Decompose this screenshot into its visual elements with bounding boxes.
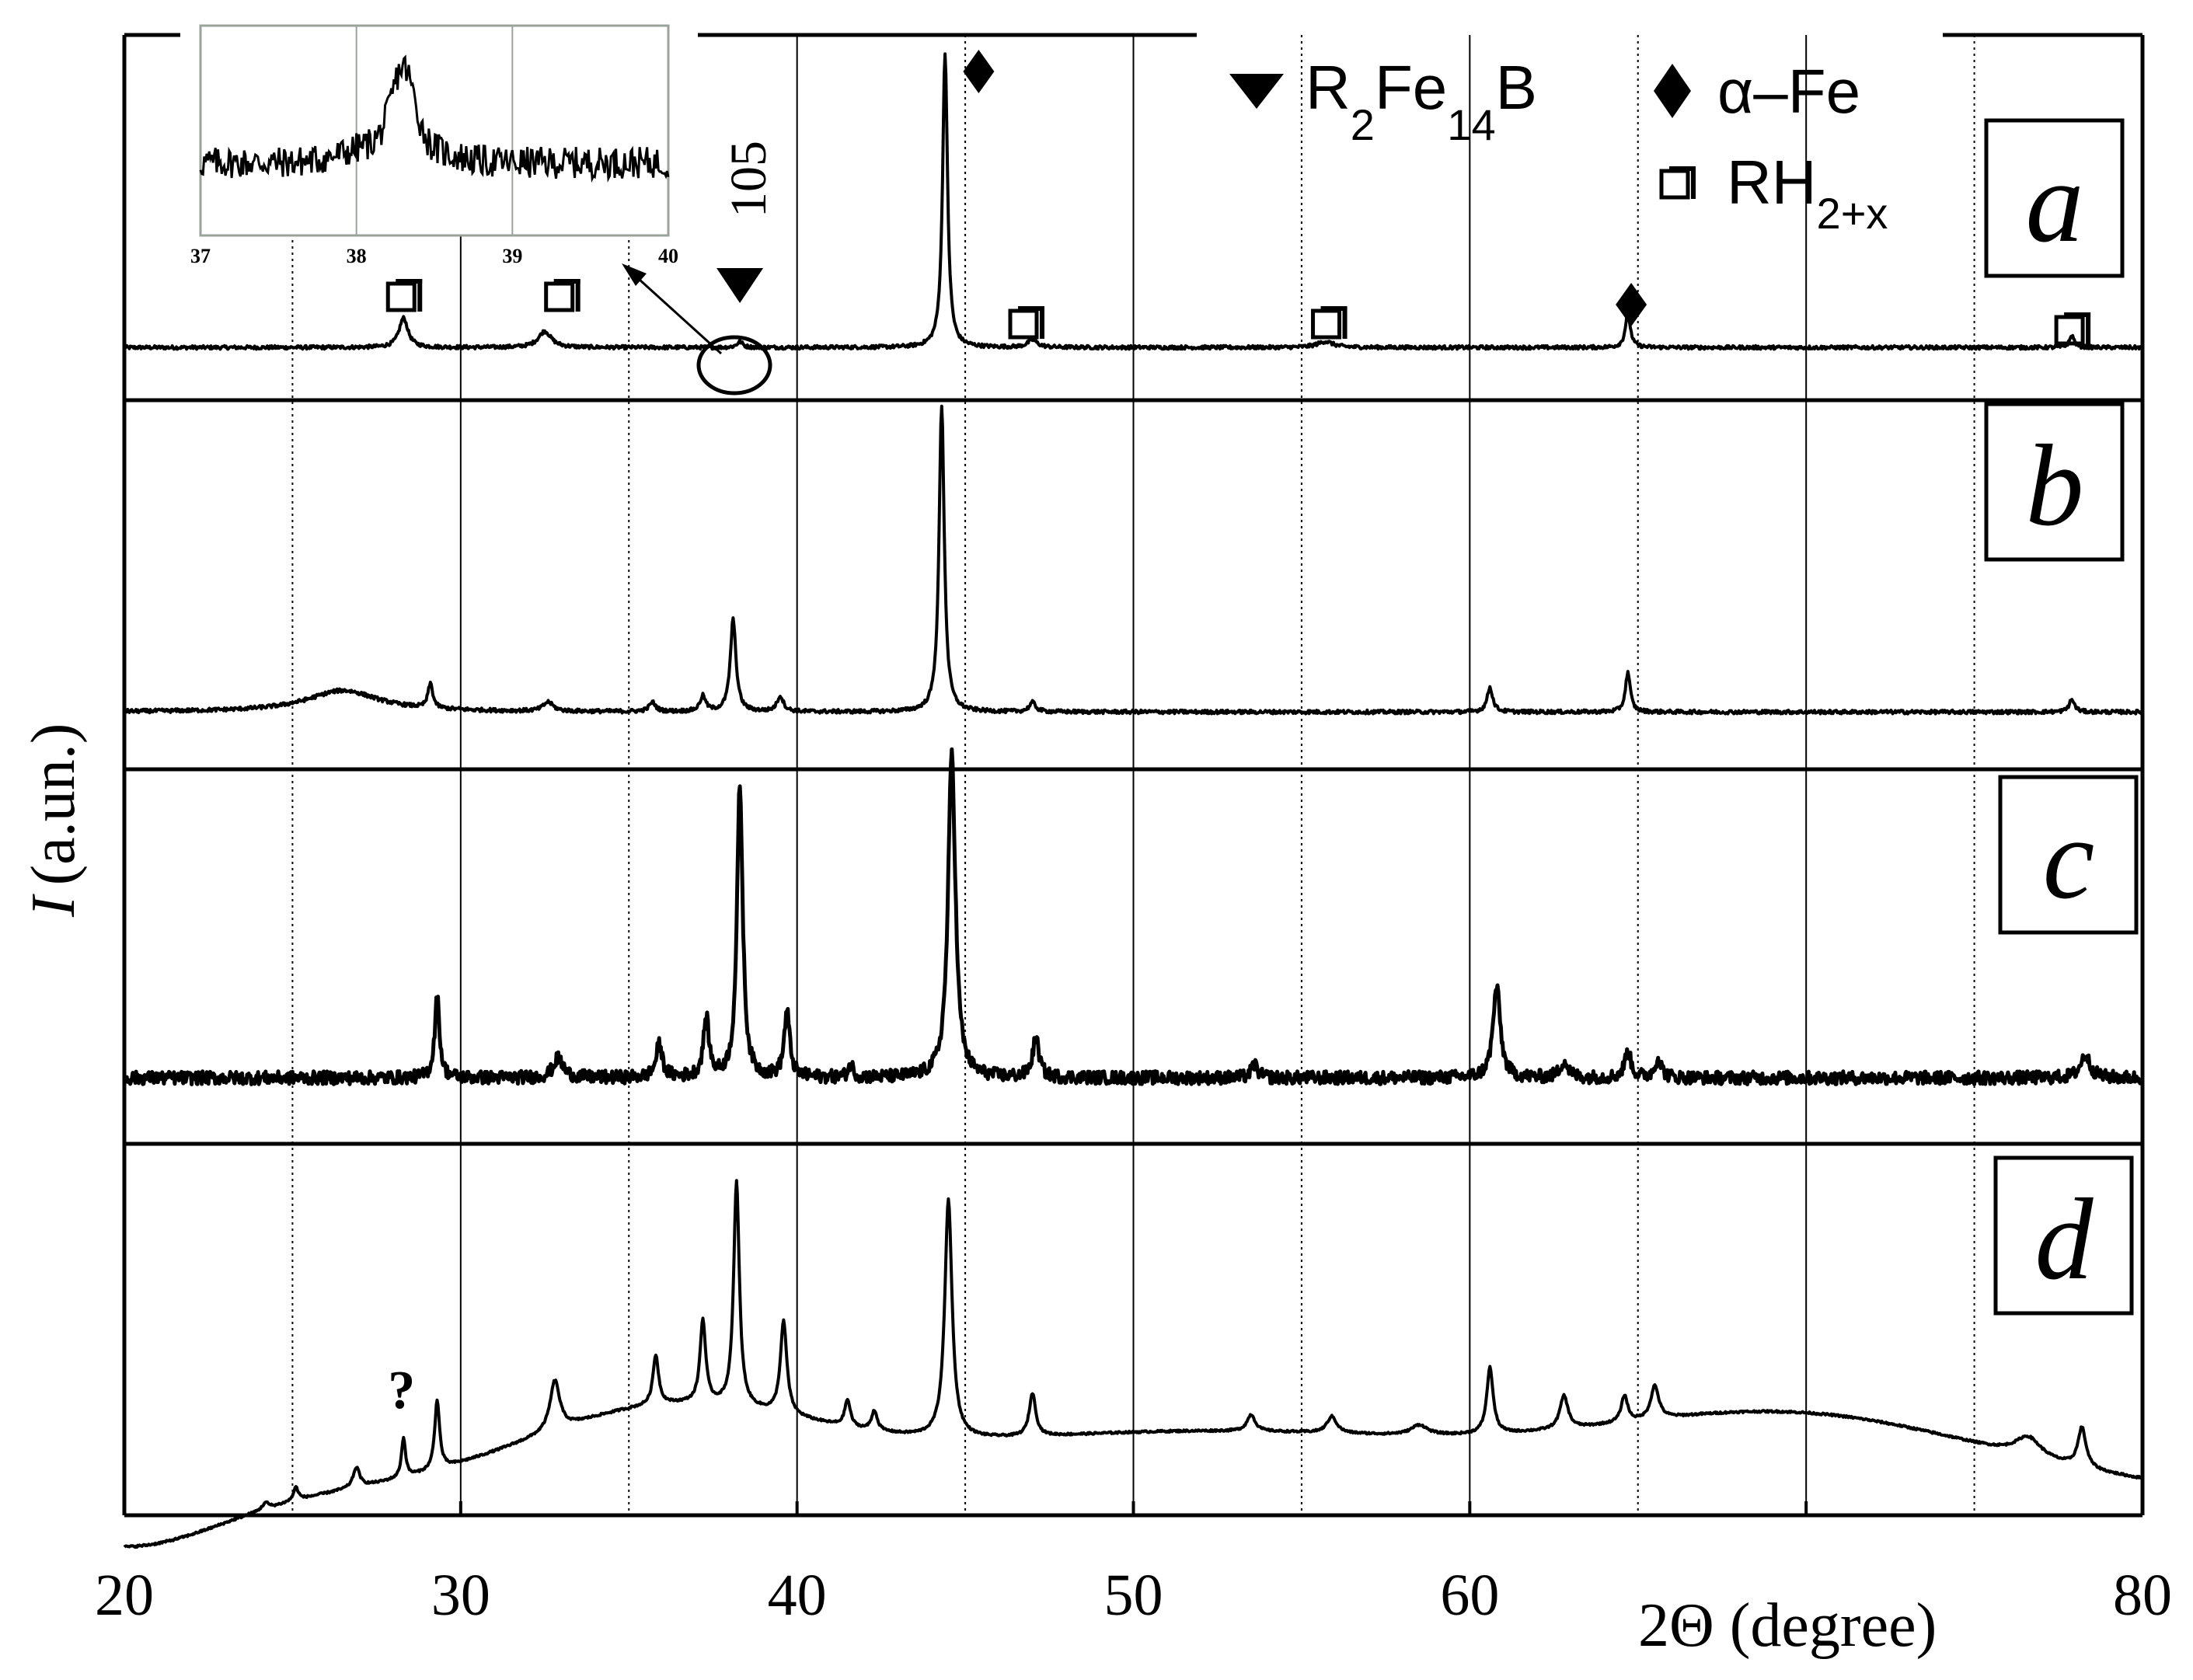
legend-rh: RH — [1727, 148, 1817, 217]
square-shadow-top — [396, 279, 423, 284]
panel-label-d: d — [2035, 1175, 2094, 1304]
square-marker-icon — [544, 279, 580, 312]
square-outline — [544, 281, 575, 312]
legend-r: R — [1306, 53, 1351, 122]
peak-markers — [385, 50, 2091, 346]
x-tick-label: 40 — [768, 1563, 827, 1628]
unknown-peak-mark: ? — [388, 1361, 415, 1420]
x-tick-label: 60 — [1440, 1563, 1499, 1628]
square-outline — [1008, 308, 1039, 340]
x-tick-label: 80 — [2113, 1563, 2172, 1628]
inset-arrow — [629, 270, 723, 355]
inset-zoom: 37 38 39 40 — [190, 24, 678, 267]
legend-rh2x: RH2+x — [1727, 148, 1888, 238]
inset-tick-label: 40 — [658, 245, 678, 267]
square-marker-icon — [2054, 312, 2091, 346]
series-b-line — [124, 404, 2144, 716]
square-shadow-side — [2086, 312, 2091, 345]
legend-b: B — [1496, 53, 1537, 122]
square-shadow-top — [1017, 306, 1044, 311]
data-series — [122, 52, 2144, 1549]
square-outline — [1311, 308, 1342, 340]
square-marker-icon — [1008, 306, 1044, 340]
square-shadow-side — [417, 279, 423, 312]
legend-r2fe14b: R2Fe14B — [1306, 53, 1537, 149]
legend-diamond-icon — [1654, 64, 1691, 118]
x-tick-label: 20 — [95, 1563, 154, 1628]
square-shadow-top — [553, 279, 580, 284]
panel-label-box-a — [1984, 118, 2125, 278]
panel-label-box-d — [1993, 1155, 2134, 1316]
inset-frame — [199, 24, 670, 237]
inset-tick-label: 39 — [502, 245, 522, 267]
y-axis-title-unit: (a.un.) — [19, 723, 88, 886]
panel-label-a: a — [2026, 138, 2084, 267]
x-axis-title: 2Θ (degree) — [1638, 1591, 1937, 1660]
legend-triangle-icon — [1229, 74, 1284, 109]
panel-label-b: b — [2026, 421, 2084, 550]
panel-label-c: c — [2043, 794, 2095, 923]
x-axis-ticks: 20 30 40 50 60 80 — [95, 1501, 2172, 1628]
x-tick-label: 30 — [431, 1563, 490, 1628]
square-outline — [385, 281, 417, 312]
inset-tick-label: 37 — [190, 245, 211, 267]
triangle-marker-icon — [716, 268, 764, 303]
square-shadow-top — [2064, 312, 2091, 317]
square-marker-icon — [385, 279, 423, 312]
square-shadow-side — [1039, 306, 1044, 339]
inset-arrow-head — [622, 263, 647, 286]
x-tick-label: 50 — [1104, 1563, 1163, 1628]
panel-labels: a b c d — [1984, 118, 2139, 1316]
square-shadow-top — [1320, 306, 1348, 311]
legend-r-sub: 2 — [1351, 100, 1375, 149]
inset-tick-label: 38 — [347, 245, 367, 267]
y-axis-title: I (a.un.) — [19, 723, 88, 918]
panel-label-box-c — [1998, 775, 2139, 935]
legend-square-icon — [1659, 166, 1696, 200]
diamond-marker-icon — [963, 50, 995, 93]
series-d-line — [123, 1179, 2143, 1549]
series-c-line — [122, 747, 2144, 1086]
inset-trace — [199, 54, 670, 183]
y-axis-title-symbol: I — [19, 894, 88, 918]
legend-rh-sub: 2+x — [1817, 189, 1888, 238]
series-a-line — [123, 52, 2143, 351]
inset-tick-labels: 37 38 39 40 — [190, 245, 678, 267]
legend-alpha-fe: α–Fe — [1717, 57, 1860, 126]
diamond-marker-icon — [1616, 283, 1647, 326]
grid-lines — [291, 35, 1975, 1515]
inset-grid — [355, 26, 514, 235]
legend-fe: Fe — [1375, 53, 1447, 122]
legend-fe-sub: 14 — [1447, 100, 1495, 149]
square-shadow-side — [1342, 306, 1348, 339]
square-marker-icon — [1311, 306, 1348, 340]
square-shadow-side — [575, 279, 580, 312]
panel-label-box-b — [1984, 402, 2125, 562]
legend: R2Fe14B α–Fe RH2+x — [1229, 53, 1888, 238]
annotation-105: 105 — [720, 141, 777, 218]
circled-peak — [696, 335, 772, 396]
